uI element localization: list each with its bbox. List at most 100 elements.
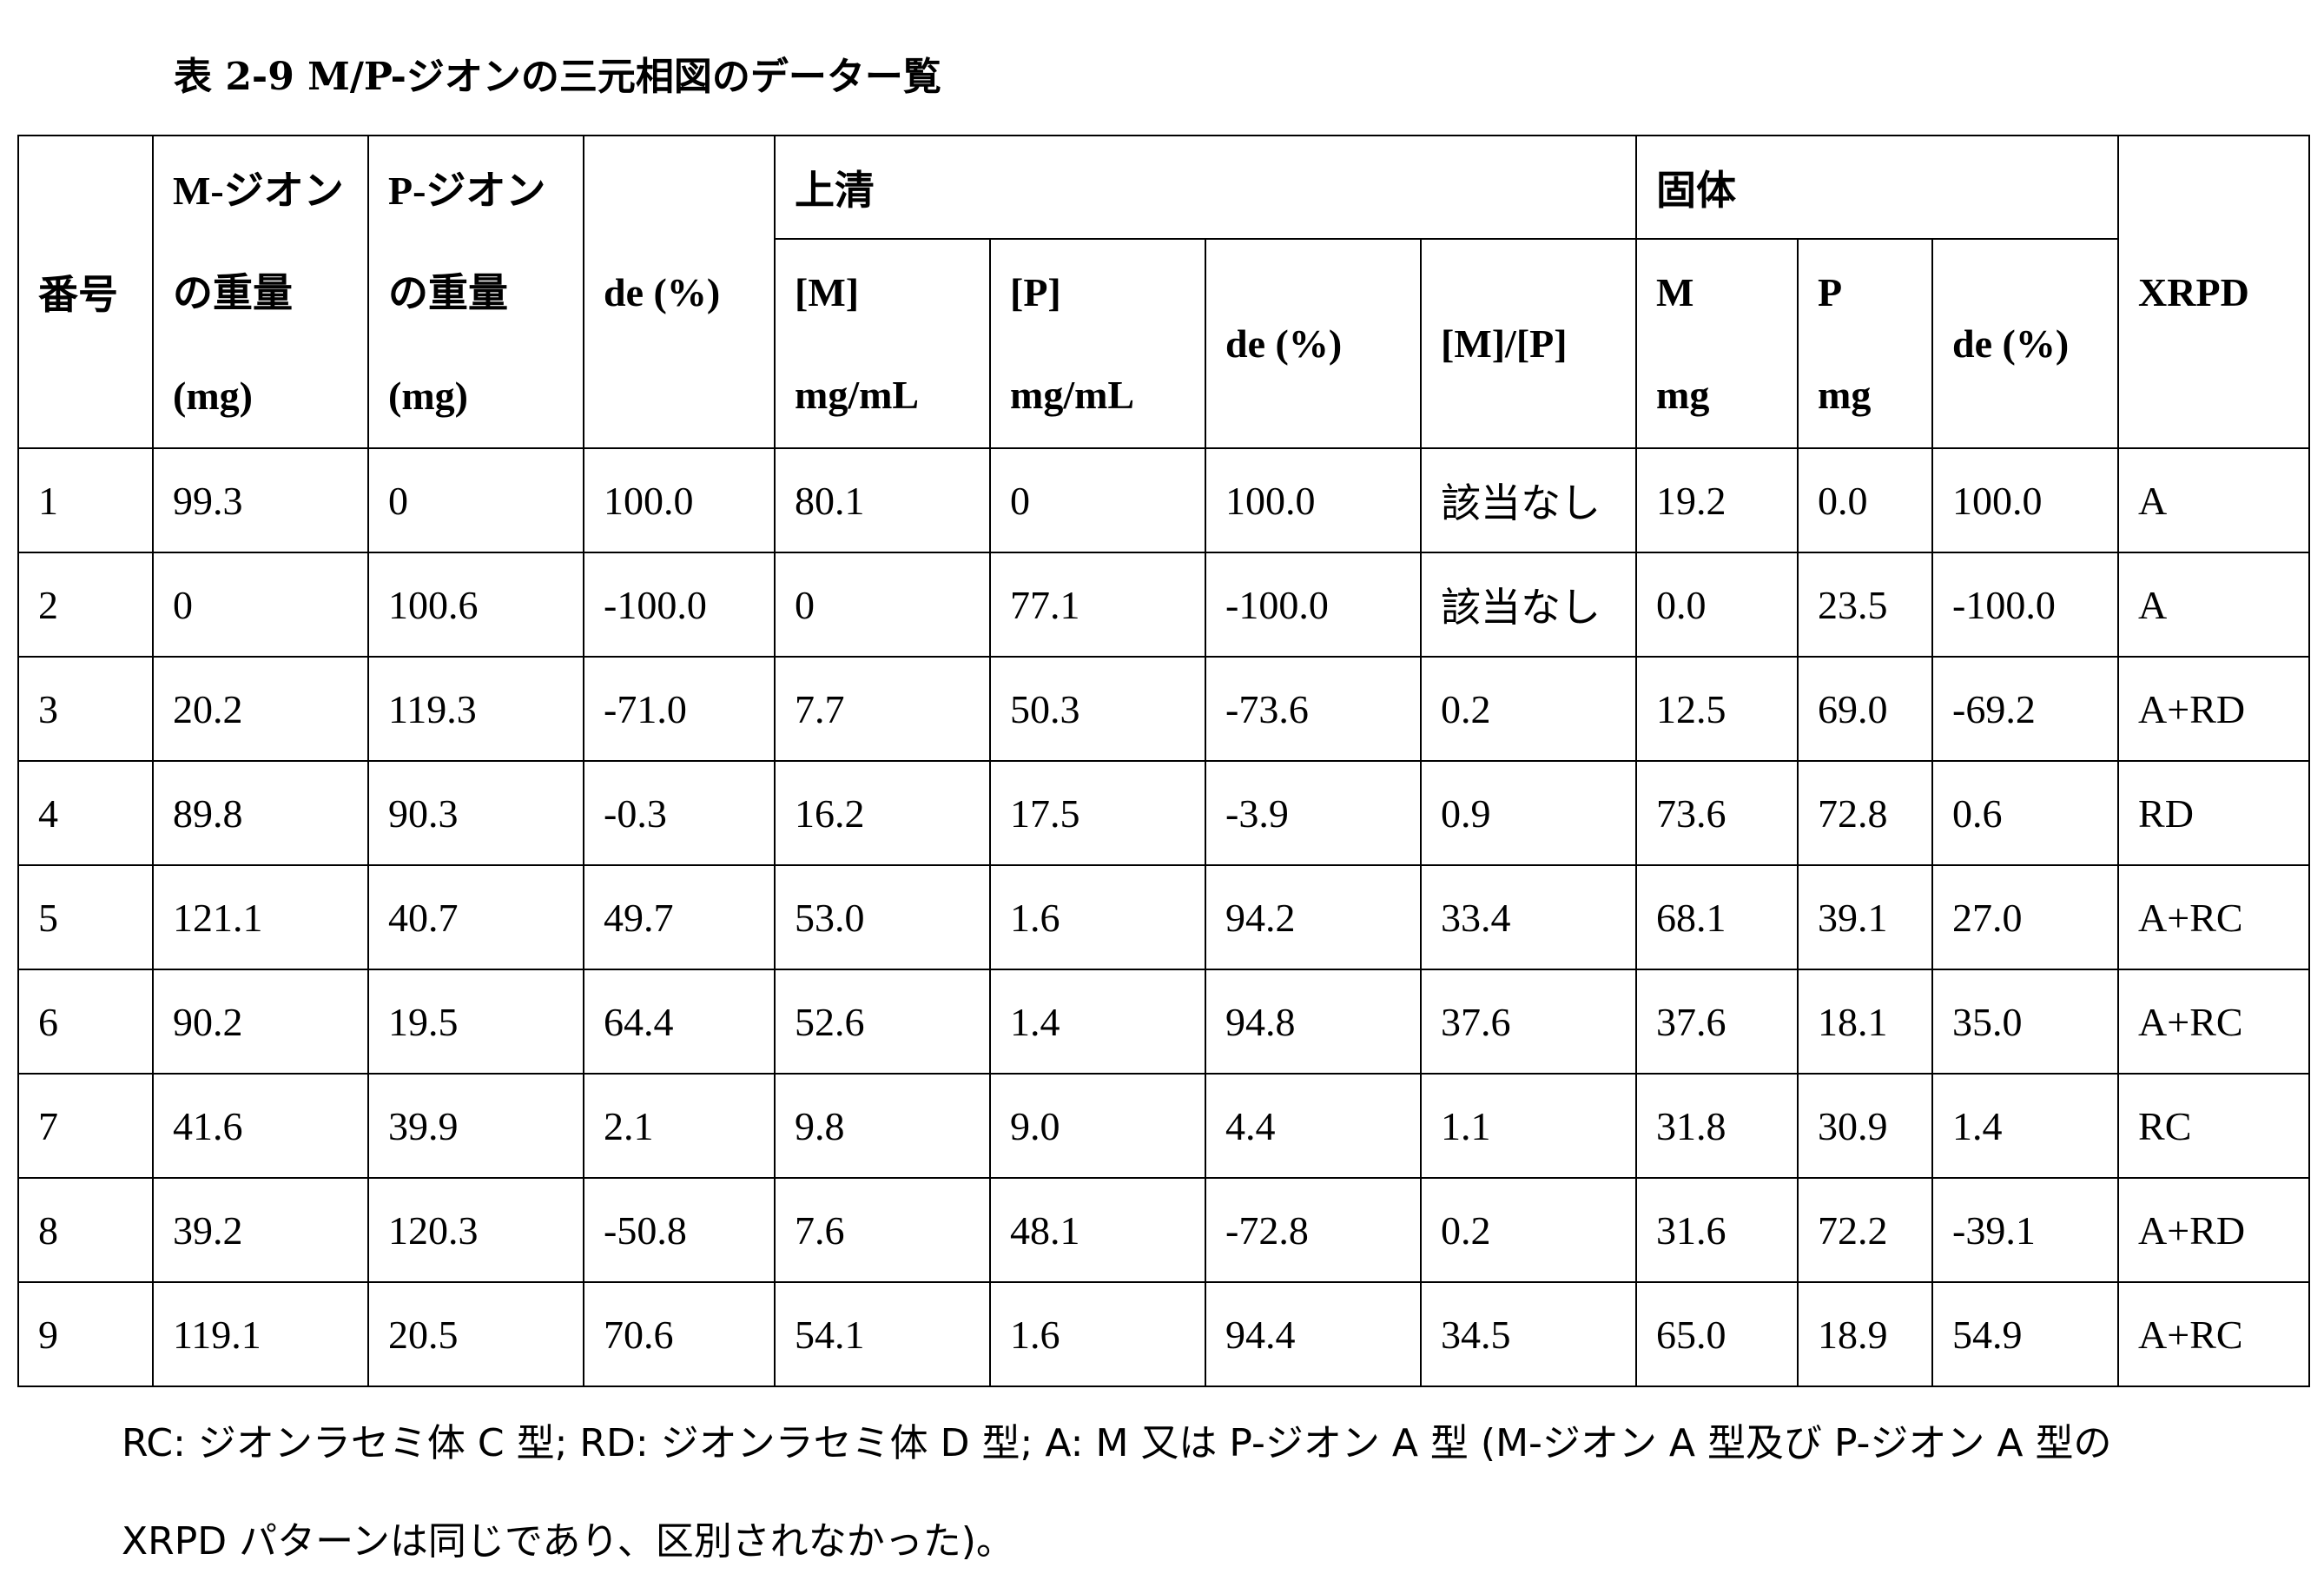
table-cell: 0 [989, 447, 1206, 553]
table-row: 2 0 100.6 -100.0 0 77.1 -100.0 該当なし 0.0 … [17, 552, 2311, 658]
table-cell: 120.3 [367, 1177, 584, 1283]
table-cell: A+RC [2117, 969, 2311, 1075]
table-footnote: RC: ジオンラセミ体 C 型; RD: ジオンラセミ体 D 型; A: M 又… [122, 1421, 2112, 1465]
table-cell: 100.0 [583, 447, 776, 553]
table-cell: 52.6 [774, 969, 991, 1075]
table-cell: 65.0 [1635, 1281, 1799, 1387]
table-cell: 0 [774, 552, 991, 658]
table-row: 7 41.6 39.9 2.1 9.8 9.0 4.4 1.1 31.8 30.… [17, 1073, 2311, 1179]
table-row: 6 90.2 19.5 64.4 52.6 1.4 94.8 37.6 37.6… [17, 969, 2311, 1075]
table-cell: 18.9 [1797, 1281, 1933, 1387]
table-cell: 0.9 [1420, 760, 1637, 866]
table-cell: 48.1 [989, 1177, 1206, 1283]
table-cell: 35.0 [1931, 969, 2120, 1075]
table-cell: 73.6 [1635, 760, 1799, 866]
header-de: de (%) [583, 135, 776, 449]
table-cell: 33.4 [1420, 864, 1637, 970]
header-sup-m: [M] mg/mL [774, 238, 991, 449]
table-cell: 100.6 [367, 552, 584, 658]
table-cell: 54.9 [1931, 1281, 2120, 1387]
table-title: 表 2-9 M/P-ジオンの三元相図のデーター覧 [174, 55, 941, 99]
table-row: 5 121.1 40.7 49.7 53.0 1.6 94.2 33.4 68.… [17, 864, 2311, 970]
table-cell: 1.4 [989, 969, 1206, 1075]
table-cell: 2.1 [583, 1073, 776, 1179]
header-p-weight-line: の重量 [388, 271, 508, 315]
header-supernatant: 上清 [774, 134, 1637, 241]
table-cell: 17.5 [989, 760, 1206, 866]
table-cell: 40.7 [367, 864, 584, 970]
table-cell: 23.5 [1797, 552, 1933, 658]
data-table: 番号 M-ジオン の重量 (mg) P-ジオン の重量 (mg) de (%) … [17, 134, 2311, 1387]
table-footnote: XRPD パターンは同じであり、区別されなかった)。 [122, 1519, 1014, 1564]
table-cell: 94.2 [1205, 864, 1422, 970]
table-cell: 12.5 [1635, 656, 1799, 762]
table-cell: 37.6 [1420, 969, 1637, 1075]
table-cell: 6 [17, 969, 154, 1075]
table-cell: 1.6 [989, 1281, 1206, 1387]
table-cell: A+RD [2117, 1177, 2311, 1283]
table-cell: -100.0 [1931, 552, 2120, 658]
table-cell: 9 [17, 1281, 154, 1387]
table-cell: 7.6 [774, 1177, 991, 1283]
table-cell: 該当なし [1420, 447, 1637, 553]
table-cell: 19.5 [367, 969, 584, 1075]
table-cell: 70.6 [583, 1281, 776, 1387]
table-cell: 72.8 [1797, 760, 1933, 866]
header-sol-m-line: M [1656, 269, 1694, 314]
table-cell: 69.0 [1797, 656, 1933, 762]
table-cell: A [2117, 552, 2311, 658]
table-cell: -0.3 [583, 760, 776, 866]
table-cell: 77.1 [989, 552, 1206, 658]
table-cell: A+RC [2117, 1281, 2311, 1387]
table-cell: 0.0 [1635, 552, 1799, 658]
header-p-weight-line: (mg) [388, 374, 468, 418]
table-cell: 該当なし [1420, 552, 1637, 658]
table-cell: 9.0 [989, 1073, 1206, 1179]
header-p-weight-line: P-ジオン [388, 169, 546, 213]
table-cell: 94.8 [1205, 969, 1422, 1075]
table-cell: 54.1 [774, 1281, 991, 1387]
table-cell: 5 [17, 864, 154, 970]
table-row: 1 99.3 0 100.0 80.1 0 100.0 該当なし 19.2 0.… [17, 447, 2311, 553]
header-sol-m-line: mg [1656, 372, 1710, 417]
table-cell: 8 [17, 1177, 154, 1283]
header-sup-m-line: mg/mL [795, 372, 920, 417]
table-body: 1 99.3 0 100.0 80.1 0 100.0 該当なし 19.2 0.… [17, 447, 2311, 1387]
header-m-weight-line: の重量 [173, 271, 293, 315]
table-cell: 7.7 [774, 656, 991, 762]
table-cell: 30.9 [1797, 1073, 1933, 1179]
table-cell: 1.6 [989, 864, 1206, 970]
header-no: 番号 [17, 135, 154, 449]
table-cell: 80.1 [774, 447, 991, 553]
table-cell: 39.9 [367, 1073, 584, 1179]
table-cell: 16.2 [774, 760, 991, 866]
table-cell: 121.1 [152, 864, 369, 970]
header-p-weight: P-ジオン の重量 (mg) [367, 135, 584, 449]
table-cell: 90.3 [367, 760, 584, 866]
table-cell: A+RC [2117, 864, 2311, 970]
header-xrpd: XRPD [2117, 135, 2311, 449]
table-cell: RC [2117, 1073, 2311, 1179]
header-solid: 固体 [1634, 134, 2120, 241]
table-cell: 19.2 [1635, 447, 1799, 553]
header-sup-de: de (%) [1205, 238, 1422, 449]
table-cell: 100.0 [1205, 447, 1422, 553]
table-cell: 90.2 [152, 969, 369, 1075]
table-cell: 2 [17, 552, 154, 658]
table-header: 番号 M-ジオン の重量 (mg) P-ジオン の重量 (mg) de (%) … [17, 134, 2311, 449]
table-cell: 0 [367, 447, 584, 553]
table-cell: RD [2117, 760, 2311, 866]
table-cell: 3 [17, 656, 154, 762]
table-row: 4 89.8 90.3 -0.3 16.2 17.5 -3.9 0.9 73.6… [17, 760, 2311, 866]
header-sup-ratio: [M]/[P] [1420, 238, 1637, 449]
table-cell: -100.0 [583, 552, 776, 658]
table-cell: 39.2 [152, 1177, 369, 1283]
table-cell: 50.3 [989, 656, 1206, 762]
table-cell: 49.7 [583, 864, 776, 970]
header-sup-m-line: [M] [795, 269, 860, 314]
table-cell: 4 [17, 760, 154, 866]
table-cell: A+RD [2117, 656, 2311, 762]
table-cell: 31.6 [1635, 1177, 1799, 1283]
table-cell: 9.8 [774, 1073, 991, 1179]
header-sol-p-line: P [1818, 269, 1843, 314]
